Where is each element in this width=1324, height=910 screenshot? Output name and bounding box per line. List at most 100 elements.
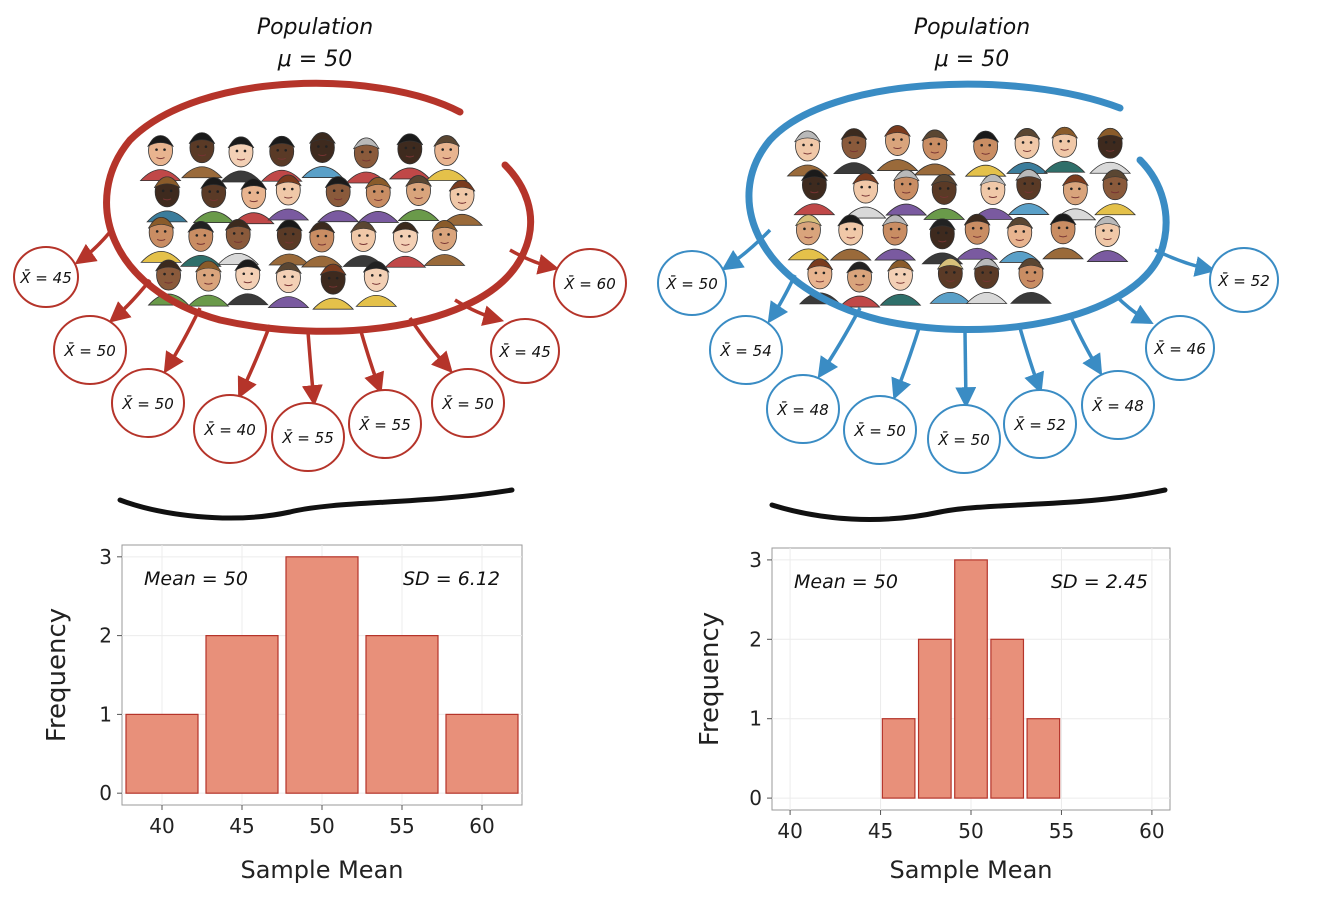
person-figure xyxy=(787,214,830,261)
sd-annotation: SD = 2.45 xyxy=(1051,571,1148,593)
sample-circle: X̄ = 48 xyxy=(766,374,840,444)
sample-mean-label: X̄ = 50 xyxy=(121,394,173,413)
sd-annotation: SD = 6.12 xyxy=(403,568,500,590)
sample-circle: X̄ = 50 xyxy=(431,368,505,438)
right-sample-circles: X̄ = 50 X̄ = 54 X̄ = 48 X̄ = 50 X̄ = 50 X̄ = … xyxy=(657,247,1279,474)
sample-circle: X̄ = 46 xyxy=(1145,315,1215,381)
person-figure xyxy=(879,259,922,306)
sample-circle: X̄ = 60 xyxy=(553,248,627,318)
person-figure xyxy=(1043,126,1086,173)
sample-circle-outline xyxy=(111,368,185,438)
sample-mean-label: X̄ = 52 xyxy=(1013,415,1065,434)
x-tick-label: 50 xyxy=(309,814,334,838)
person-figure xyxy=(220,136,262,183)
person-figure xyxy=(876,125,919,171)
x-tick-label: 60 xyxy=(469,814,494,838)
sample-mean-label: X̄ = 50 xyxy=(441,394,493,413)
person-figure xyxy=(312,263,355,310)
y-tick-label: 2 xyxy=(99,624,112,648)
histogram-bar xyxy=(365,635,439,794)
left-sampling-arrows xyxy=(74,230,560,407)
x-tick-label: 50 xyxy=(958,819,983,843)
x-tick-label: 40 xyxy=(777,819,802,843)
sampling-arrow xyxy=(301,331,323,407)
y-axis-label: Frequency xyxy=(42,608,72,742)
person-figure xyxy=(923,174,966,220)
sample-mean-label: X̄ = 48 xyxy=(1091,396,1143,415)
person-figure xyxy=(179,220,222,267)
sample-mean-label: X̄ = 60 xyxy=(563,274,615,293)
right-population-diagram: Population μ = 50 X̄ = 50 X̄ = 54 X̄ = 48 X… xyxy=(657,15,1279,522)
person-figure xyxy=(1007,169,1050,215)
right-population-crowd xyxy=(786,125,1137,308)
person-figure xyxy=(885,169,928,216)
sample-circle: X̄ = 50 xyxy=(53,315,127,385)
person-figure xyxy=(1006,128,1048,174)
sample-circle: X̄ = 45 xyxy=(13,246,79,308)
mean-annotation: Mean = 50 xyxy=(794,571,898,593)
right-population-title: Population xyxy=(914,15,1030,40)
x-axis-label: Sample Mean xyxy=(889,856,1052,884)
person-figure xyxy=(357,177,400,223)
sampling-arrow xyxy=(1113,293,1154,325)
sample-mean-label: X̄ = 48 xyxy=(776,400,828,419)
y-tick-label: 1 xyxy=(99,702,112,726)
sampling-arrow xyxy=(408,317,453,374)
person-figure xyxy=(301,132,344,178)
person-figure xyxy=(187,260,230,307)
sample-mean-label: X̄ = 46 xyxy=(1153,339,1205,358)
person-figure xyxy=(965,258,1008,304)
person-figure xyxy=(1010,257,1052,304)
sample-circle-outline xyxy=(193,394,267,464)
x-axis-label: Sample Mean xyxy=(240,856,403,884)
person-figure xyxy=(384,221,427,268)
histogram-bar xyxy=(881,718,916,799)
sample-mean-label: X̄ = 40 xyxy=(203,420,255,439)
person-figure xyxy=(139,135,182,182)
sampling-arrow xyxy=(454,298,505,326)
person-figure xyxy=(217,219,260,265)
right-population-mean: μ = 50 xyxy=(934,47,1009,72)
person-figure xyxy=(260,135,303,182)
sampling-arrow xyxy=(108,278,152,323)
sample-circle-outline xyxy=(431,368,505,438)
person-figure xyxy=(838,261,881,308)
sample-circle-outline xyxy=(53,315,127,385)
histogram-bar xyxy=(125,713,199,794)
person-figure xyxy=(1054,174,1097,221)
sample-circle: X̄ = 54 xyxy=(709,315,783,385)
person-figure xyxy=(388,133,431,180)
person-figure xyxy=(317,176,360,223)
sample-circle: X̄ = 40 xyxy=(193,394,267,464)
right-histogram: 0 1 2 3 40 45 50 55 60 Sample Mean Frequency Mean =… xyxy=(695,547,1171,884)
person-figure xyxy=(342,221,385,267)
y-tick-label: 1 xyxy=(749,707,762,731)
sample-mean-label: X̄ = 54 xyxy=(719,341,771,360)
sample-circle: X̄ = 45 xyxy=(490,318,560,384)
person-figure xyxy=(921,218,964,265)
person-figure xyxy=(1086,216,1129,262)
person-figure xyxy=(1094,169,1137,216)
sample-circle-outline xyxy=(1209,247,1279,313)
sampling-arrow xyxy=(955,331,977,409)
sample-circle: X̄ = 52 xyxy=(1003,389,1077,459)
right-population-ellipse xyxy=(745,80,1170,334)
person-figure xyxy=(423,220,466,266)
person-figure xyxy=(998,217,1041,263)
mean-annotation: Mean = 50 xyxy=(144,568,248,590)
sample-mean-label: X̄ = 45 xyxy=(498,342,550,361)
x-tick-label: 45 xyxy=(229,814,254,838)
x-tick-label: 60 xyxy=(1139,819,1164,843)
person-figure xyxy=(146,176,189,223)
sample-circle: X̄ = 50 xyxy=(927,404,1001,474)
person-figure xyxy=(971,174,1014,220)
y-axis-label: Frequency xyxy=(695,612,725,746)
sampling-arrow xyxy=(817,307,862,379)
sampling-arrow xyxy=(1068,314,1103,376)
histogram-bar xyxy=(205,635,279,794)
histogram-bar xyxy=(1026,718,1061,799)
sample-circle-outline xyxy=(709,315,783,385)
sampling-arrow xyxy=(163,307,202,374)
left-population-ellipse xyxy=(103,79,535,335)
